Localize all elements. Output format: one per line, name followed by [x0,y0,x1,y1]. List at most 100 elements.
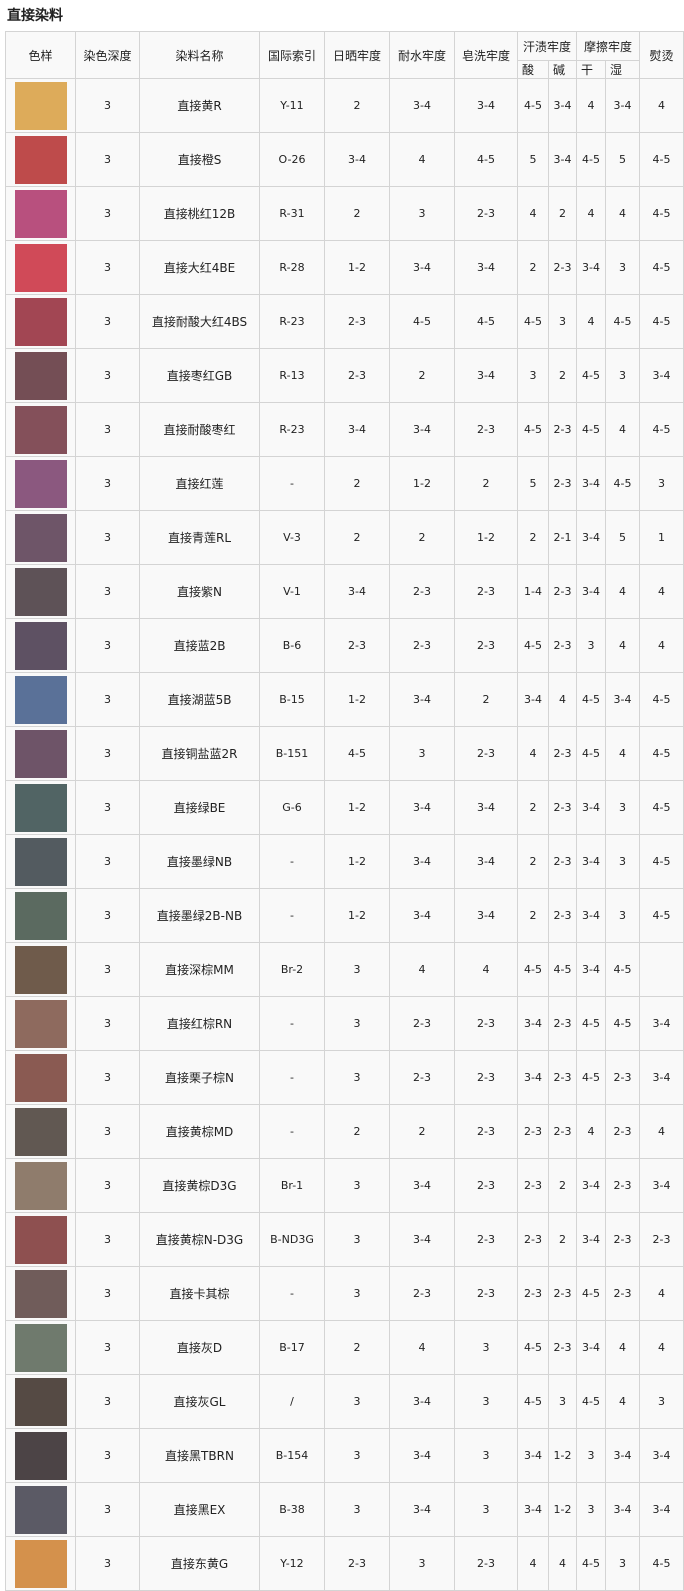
cell-dry: 4 [576,294,606,349]
cell-wet: 2-3 [605,1050,640,1105]
table-row: 3 直接黄棕N-D3G B-ND3G 3 3-4 2-3 2-3 2 3-4 2-3 2-3 [5,1212,684,1267]
cell-iron: 3-4 [639,1050,684,1105]
cell-acid: 4 [517,726,549,781]
cell-iron: 4-5 [639,294,684,349]
cell-soap: 2-3 [454,1104,518,1159]
cell-water: 3 [389,726,455,781]
color-swatch [14,81,67,130]
cell-wet: 4-5 [605,942,640,997]
header-depth: 染色深度 [75,31,140,79]
cell-soap: 3-4 [454,834,518,889]
cell-acid: 2 [517,780,549,835]
cell-index: R-28 [259,240,325,295]
cell-water: 2 [389,510,455,565]
cell-depth: 3 [75,1320,140,1375]
cell-dry: 4-5 [576,996,606,1051]
cell-dry: 3-4 [576,780,606,835]
cell-index: - [259,1266,325,1321]
header-water: 耐水牢度 [389,31,455,79]
cell-wet: 3-4 [605,1482,640,1537]
swatch-cell [5,1212,76,1267]
cell-alkali: 2-3 [548,1104,577,1159]
cell-index: - [259,1050,325,1105]
cell-water: 4 [389,132,455,187]
cell-alkali: 2-3 [548,402,577,457]
cell-acid: 2-3 [517,1158,549,1213]
cell-acid: 3-4 [517,1428,549,1483]
color-swatch [14,297,67,346]
swatch-cell [5,1050,76,1105]
cell-name: 直接墨绿2B-NB [139,888,260,943]
cell-iron: 3-4 [639,1428,684,1483]
cell-wet: 2-3 [605,1212,640,1267]
cell-name: 直接铜盐蓝2R [139,726,260,781]
cell-dry: 3-4 [576,240,606,295]
cell-soap: 2-3 [454,1266,518,1321]
swatch-cell [5,834,76,889]
cell-light: 2 [324,186,390,241]
cell-dry: 4 [576,78,606,133]
cell-soap: 3-4 [454,780,518,835]
cell-light: 3-4 [324,132,390,187]
cell-depth: 3 [75,942,140,997]
cell-dry: 3-4 [576,1212,606,1267]
cell-iron: 1 [639,510,684,565]
header-acid: 酸 [517,60,549,79]
cell-soap: 3-4 [454,888,518,943]
color-swatch [14,1431,67,1480]
table-row: 3 直接大红4BE R-28 1-2 3-4 3-4 2 2-3 3-4 3 4-5 [5,240,684,295]
cell-name: 直接大红4BE [139,240,260,295]
color-swatch [14,513,67,562]
cell-dry: 4 [576,186,606,241]
cell-index: V-3 [259,510,325,565]
cell-soap: 4-5 [454,132,518,187]
cell-name: 直接桃红12B [139,186,260,241]
cell-water: 3-4 [389,1374,455,1429]
cell-index: B-38 [259,1482,325,1537]
table-row: 3 直接东黄G Y-12 2-3 3 2-3 4 4 4-5 3 4-5 [5,1536,684,1591]
cell-alkali: 2-3 [548,240,577,295]
cell-iron: 4-5 [639,834,684,889]
cell-light: 2 [324,510,390,565]
cell-light: 2 [324,1320,390,1375]
swatch-cell [5,402,76,457]
cell-soap: 2-3 [454,1050,518,1105]
cell-water: 4 [389,1320,455,1375]
cell-dry: 4-5 [576,1050,606,1105]
cell-name: 直接耐酸大红4BS [139,294,260,349]
cell-dry: 4-5 [576,672,606,727]
table-row: 3 直接枣红GB R-13 2-3 2 3-4 3 2 4-5 3 3-4 [5,348,684,403]
header-iron: 熨烫 [639,31,684,79]
cell-index: B-15 [259,672,325,727]
cell-water: 4-5 [389,294,455,349]
cell-soap: 2-3 [454,402,518,457]
cell-iron: 4-5 [639,1536,684,1591]
table-row: 3 直接墨绿2B-NB -1-2 3-4 3-4 2 2-3 3-4 3 4-5 [5,888,684,943]
dye-table: 色样 染色深度 染料名称 国际索引 日晒牢度 耐水牢度 皂洗牢度 汗渍牢度 摩擦… [5,31,684,1591]
cell-water: 3-4 [389,1158,455,1213]
cell-dry: 3-4 [576,1320,606,1375]
cell-iron: 3 [639,1374,684,1429]
color-swatch [14,837,67,886]
cell-dry: 3-4 [576,510,606,565]
cell-water: 4 [389,942,455,997]
cell-water: 3-4 [389,672,455,727]
cell-water: 3-4 [389,240,455,295]
color-swatch [14,891,67,940]
swatch-cell [5,996,76,1051]
cell-depth: 3 [75,618,140,673]
cell-light: 3 [324,1050,390,1105]
cell-index: V-1 [259,564,325,619]
cell-depth: 3 [75,456,140,511]
cell-wet: 3 [605,1536,640,1591]
cell-light: 2 [324,1104,390,1159]
header-rub: 摩擦牢度 [576,31,640,61]
cell-name: 直接红棕RN [139,996,260,1051]
color-swatch [14,1485,67,1534]
color-swatch [14,135,67,184]
swatch-cell [5,294,76,349]
color-swatch [14,1161,67,1210]
table-row: 3 直接耐酸大红4BS R-23 2-3 4-5 4-5 4-5 3 4 4-5 4-5 [5,294,684,349]
color-swatch [14,243,67,292]
cell-alkali: 4-5 [548,942,577,997]
